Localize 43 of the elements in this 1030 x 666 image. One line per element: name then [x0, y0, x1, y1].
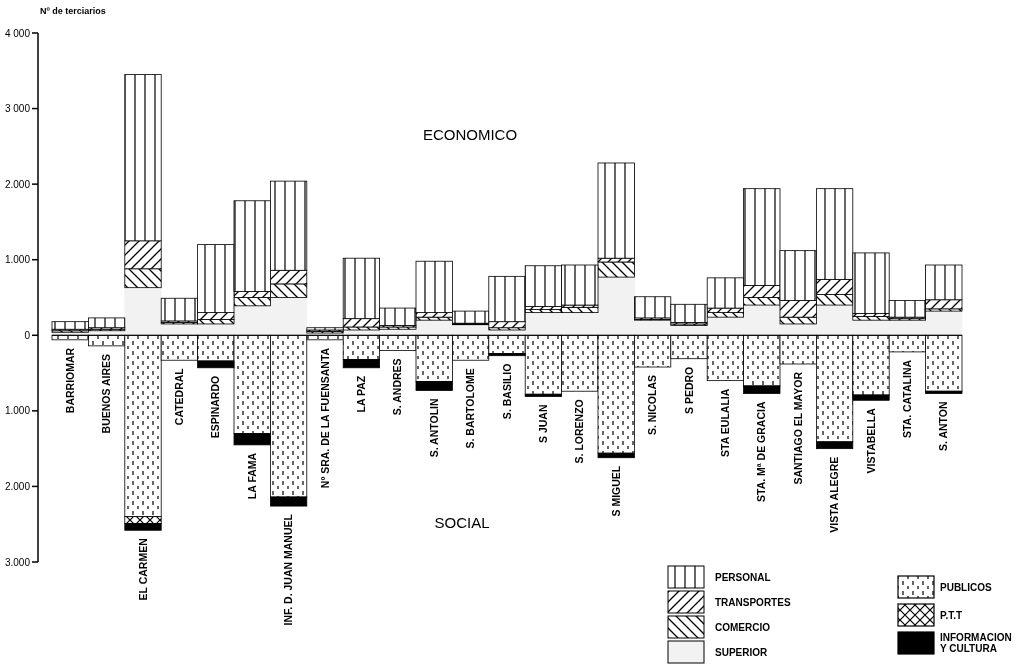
x-tick-label: STA EULALIA [719, 388, 732, 457]
legend-label: INFORMACION Y CULTURA [940, 632, 1012, 654]
y-tick-label: 0 [24, 329, 31, 341]
x-tick-label: S JUAN [537, 404, 550, 444]
legend-label: PUBLICOS [940, 581, 992, 593]
annotation: ECONOMICO [422, 126, 518, 143]
x-tick-label: S. BASILIO [500, 363, 513, 420]
legend-label: P.T.T [940, 609, 963, 621]
x-tick-label: VISTA ALEGRE [828, 456, 841, 533]
legend-label: PERSONAL [715, 571, 771, 583]
annotation: SOCIAL [434, 514, 490, 531]
x-tick-label: LA FAMA [245, 452, 258, 500]
y-tick-label: 2.000 [4, 178, 31, 190]
legend-label: TRANSPORTES [715, 596, 791, 608]
x-tick-label: S MIGUEL [609, 465, 622, 517]
y-tick-label: 3.000 [4, 556, 31, 568]
x-tick-label: S PEDRO [682, 366, 695, 414]
legend-label: SUPERIOR [715, 646, 769, 658]
y-tick-label: 2.000 [4, 480, 31, 492]
x-tick-label: S. ANTON [937, 401, 950, 452]
y-axis-title: Nº de terciarios [40, 6, 106, 16]
x-tick-label: STA. CATALINA [901, 359, 914, 439]
y-tick-label: 1.000 [4, 254, 31, 266]
x-tick-label: STA. Mª DE GRACIA [755, 401, 768, 503]
x-tick-label: S. BARTOLOME [464, 368, 477, 449]
x-tick-label: VISTABELLA [864, 407, 877, 474]
x-tick-label: LA PAZ [355, 375, 368, 413]
x-tick-label: ESPINARDO [209, 375, 222, 439]
x-tick-label: S. NICOLAS [646, 375, 659, 436]
x-tick-label: S. ANDRES [391, 358, 404, 416]
x-tick-label: CATEDRAL [173, 367, 186, 426]
x-tick-label: EL CARMEN [136, 538, 149, 601]
x-tick-label: BARRIOMAR [63, 347, 76, 414]
x-tick-label: S. ANTOLIN [427, 398, 440, 458]
x-tick-label: S. LORENZO [573, 399, 586, 464]
x-tick-label: Nº SRA. DE LA FUENSANTA [318, 347, 331, 489]
legend-label: COMERCIO [715, 621, 771, 633]
y-tick-label: 4 000 [4, 27, 31, 39]
x-tick-label: SANTIAGO EL MAYOR [791, 371, 804, 485]
x-tick-label: BUENOS AIRES [100, 353, 113, 434]
y-tick-label: 1.000 [4, 405, 31, 417]
x-tick-label: INF. D. JUAN MANUEL [282, 513, 295, 626]
y-tick-label: 3 000 [4, 103, 31, 115]
